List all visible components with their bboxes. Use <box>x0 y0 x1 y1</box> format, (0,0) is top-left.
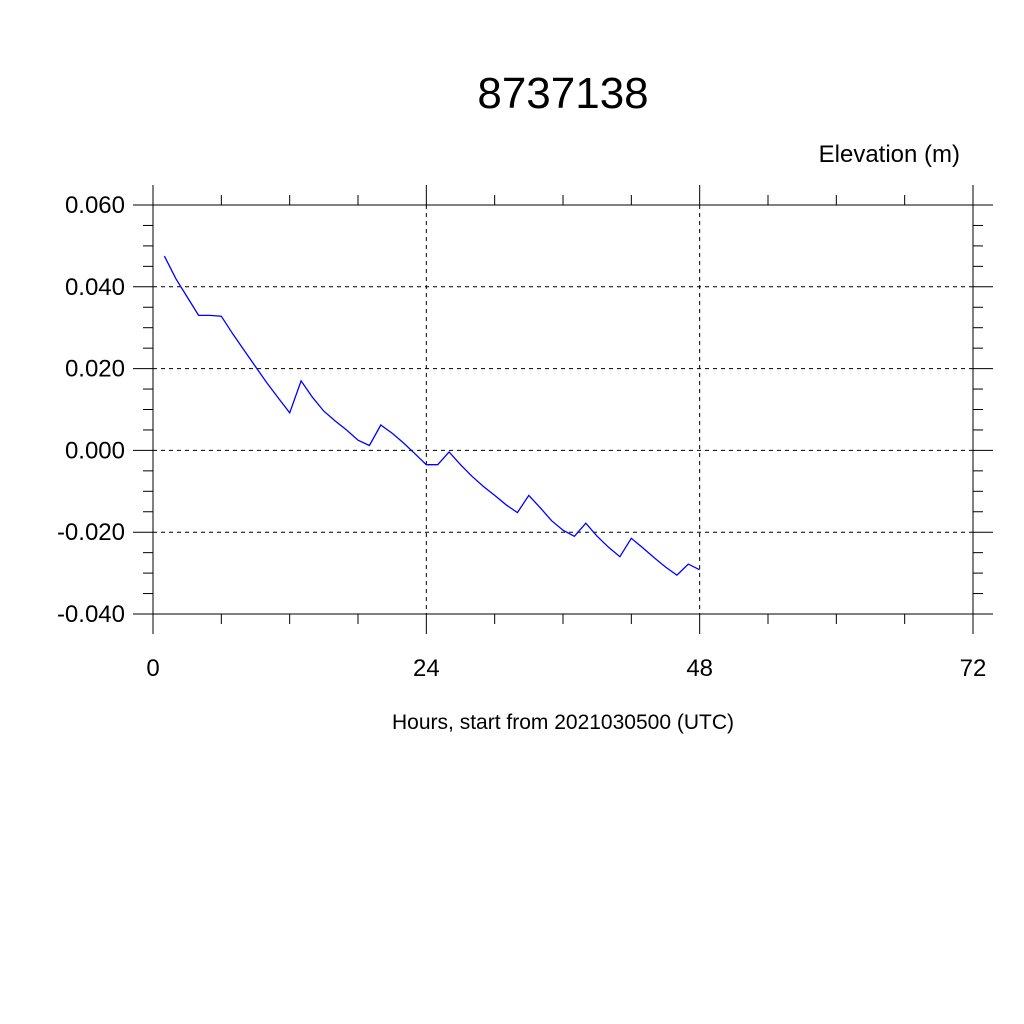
x-tick-label: 48 <box>686 655 713 682</box>
y-tick-label: 0.040 <box>65 274 125 301</box>
x-tick-label: 0 <box>146 655 159 682</box>
plot-frame <box>152 204 974 615</box>
series-layer <box>163 255 700 576</box>
y-tick-label: 0.000 <box>65 437 125 464</box>
y-tick-label: -0.040 <box>57 601 125 628</box>
x-axis-label: Hours, start from 2021030500 (UTC) <box>392 711 734 734</box>
series-line <box>163 255 700 576</box>
y-tick-label: 0.020 <box>65 356 125 383</box>
y-axis-label: Elevation (m) <box>819 141 960 168</box>
x-tick-label: 24 <box>413 655 440 682</box>
x-tick-label: 72 <box>960 655 987 682</box>
y-tick-label: 0.060 <box>65 192 125 219</box>
chart-title: 8737138 <box>477 69 648 118</box>
grid-lines <box>153 205 973 614</box>
tick-labels: -0.040 -0.020 0.000 0.020 0.040 0.060 0 24 48 72 <box>57 192 986 682</box>
y-tick-label: -0.020 <box>57 519 125 546</box>
axis-ticks <box>133 185 993 634</box>
